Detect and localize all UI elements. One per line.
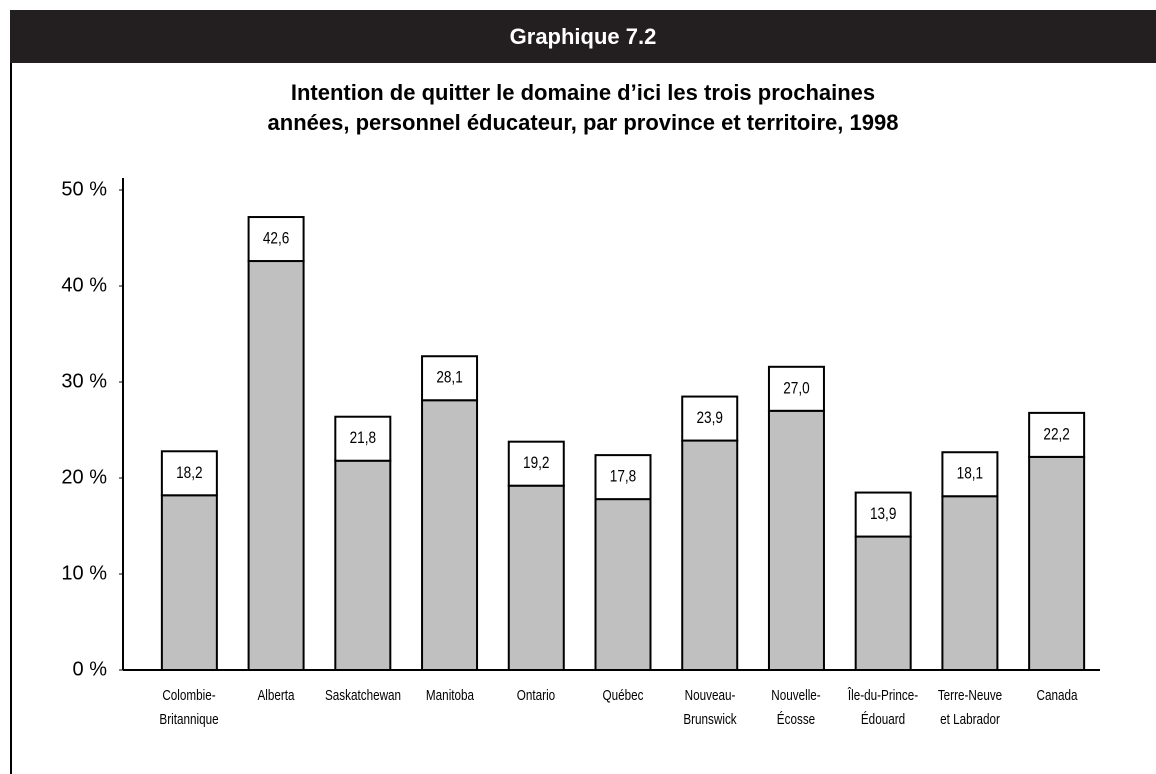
value-label-box (941, 451, 999, 498)
x-tick-label: Saskatchewan (324, 687, 401, 704)
value-label: 22,2 (1043, 425, 1069, 444)
chart-title: Intention de quitter le domaine d’ici le… (267, 80, 899, 135)
value-label: 17,8 (610, 467, 636, 486)
bar (247, 260, 305, 671)
value-label-box (1028, 411, 1086, 458)
frame (10, 10, 1156, 774)
value-label: 21,8 (350, 429, 376, 448)
bar (160, 494, 218, 671)
x-tick-label: Terre-Neuve et Labrador (937, 687, 1003, 728)
value-label: 18,1 (957, 464, 983, 483)
bar (421, 399, 479, 671)
y-tick-label: 0 % (73, 658, 108, 680)
value-label-box (247, 216, 305, 263)
bar (507, 484, 565, 671)
x-tick-label: Canada (1036, 687, 1078, 704)
value-label-box (421, 355, 479, 402)
y-tick-label: 40 % (61, 274, 107, 296)
value-label: 19,2 (523, 454, 549, 473)
x-tick-label: Ontario (517, 687, 556, 704)
value-label: 42,6 (263, 229, 289, 248)
value-label-box (681, 395, 739, 442)
value-label-box (854, 491, 912, 538)
y-tick-label: 30 % (61, 370, 107, 392)
value-label-box (594, 454, 652, 501)
value-label-box (767, 365, 825, 412)
bar (1028, 455, 1086, 671)
x-tick-label: Alberta (257, 687, 295, 704)
value-label: 23,9 (697, 409, 723, 428)
value-label: 18,2 (176, 463, 202, 482)
y-tick-label: 50 % (61, 178, 107, 200)
bar (854, 535, 912, 671)
value-label: 13,9 (870, 505, 896, 524)
y-tick-label: 20 % (61, 466, 107, 488)
header: Graphique 7.2 (10, 10, 1156, 63)
bar (594, 498, 652, 671)
value-label: 28,1 (436, 368, 462, 387)
x-tick-label: Île-du-Prince- Édouard (848, 687, 919, 728)
bar (681, 439, 739, 671)
x-tick-label: Nouveau- Brunswick (683, 687, 737, 728)
y-tick-label: 10 % (61, 562, 107, 584)
bar (334, 459, 392, 671)
value-label-box (334, 415, 392, 462)
value-label-box (507, 440, 565, 487)
value-label-box (160, 450, 218, 497)
x-tick-label: Québec (602, 687, 644, 704)
x-tick-label: Colombie- Britannique (159, 687, 219, 728)
bar (941, 495, 999, 671)
value-label: 27,0 (783, 379, 809, 398)
x-tick-label: Manitoba (425, 687, 474, 704)
x-tick-label: Nouvelle- Écosse (771, 687, 822, 728)
bar (767, 409, 825, 671)
